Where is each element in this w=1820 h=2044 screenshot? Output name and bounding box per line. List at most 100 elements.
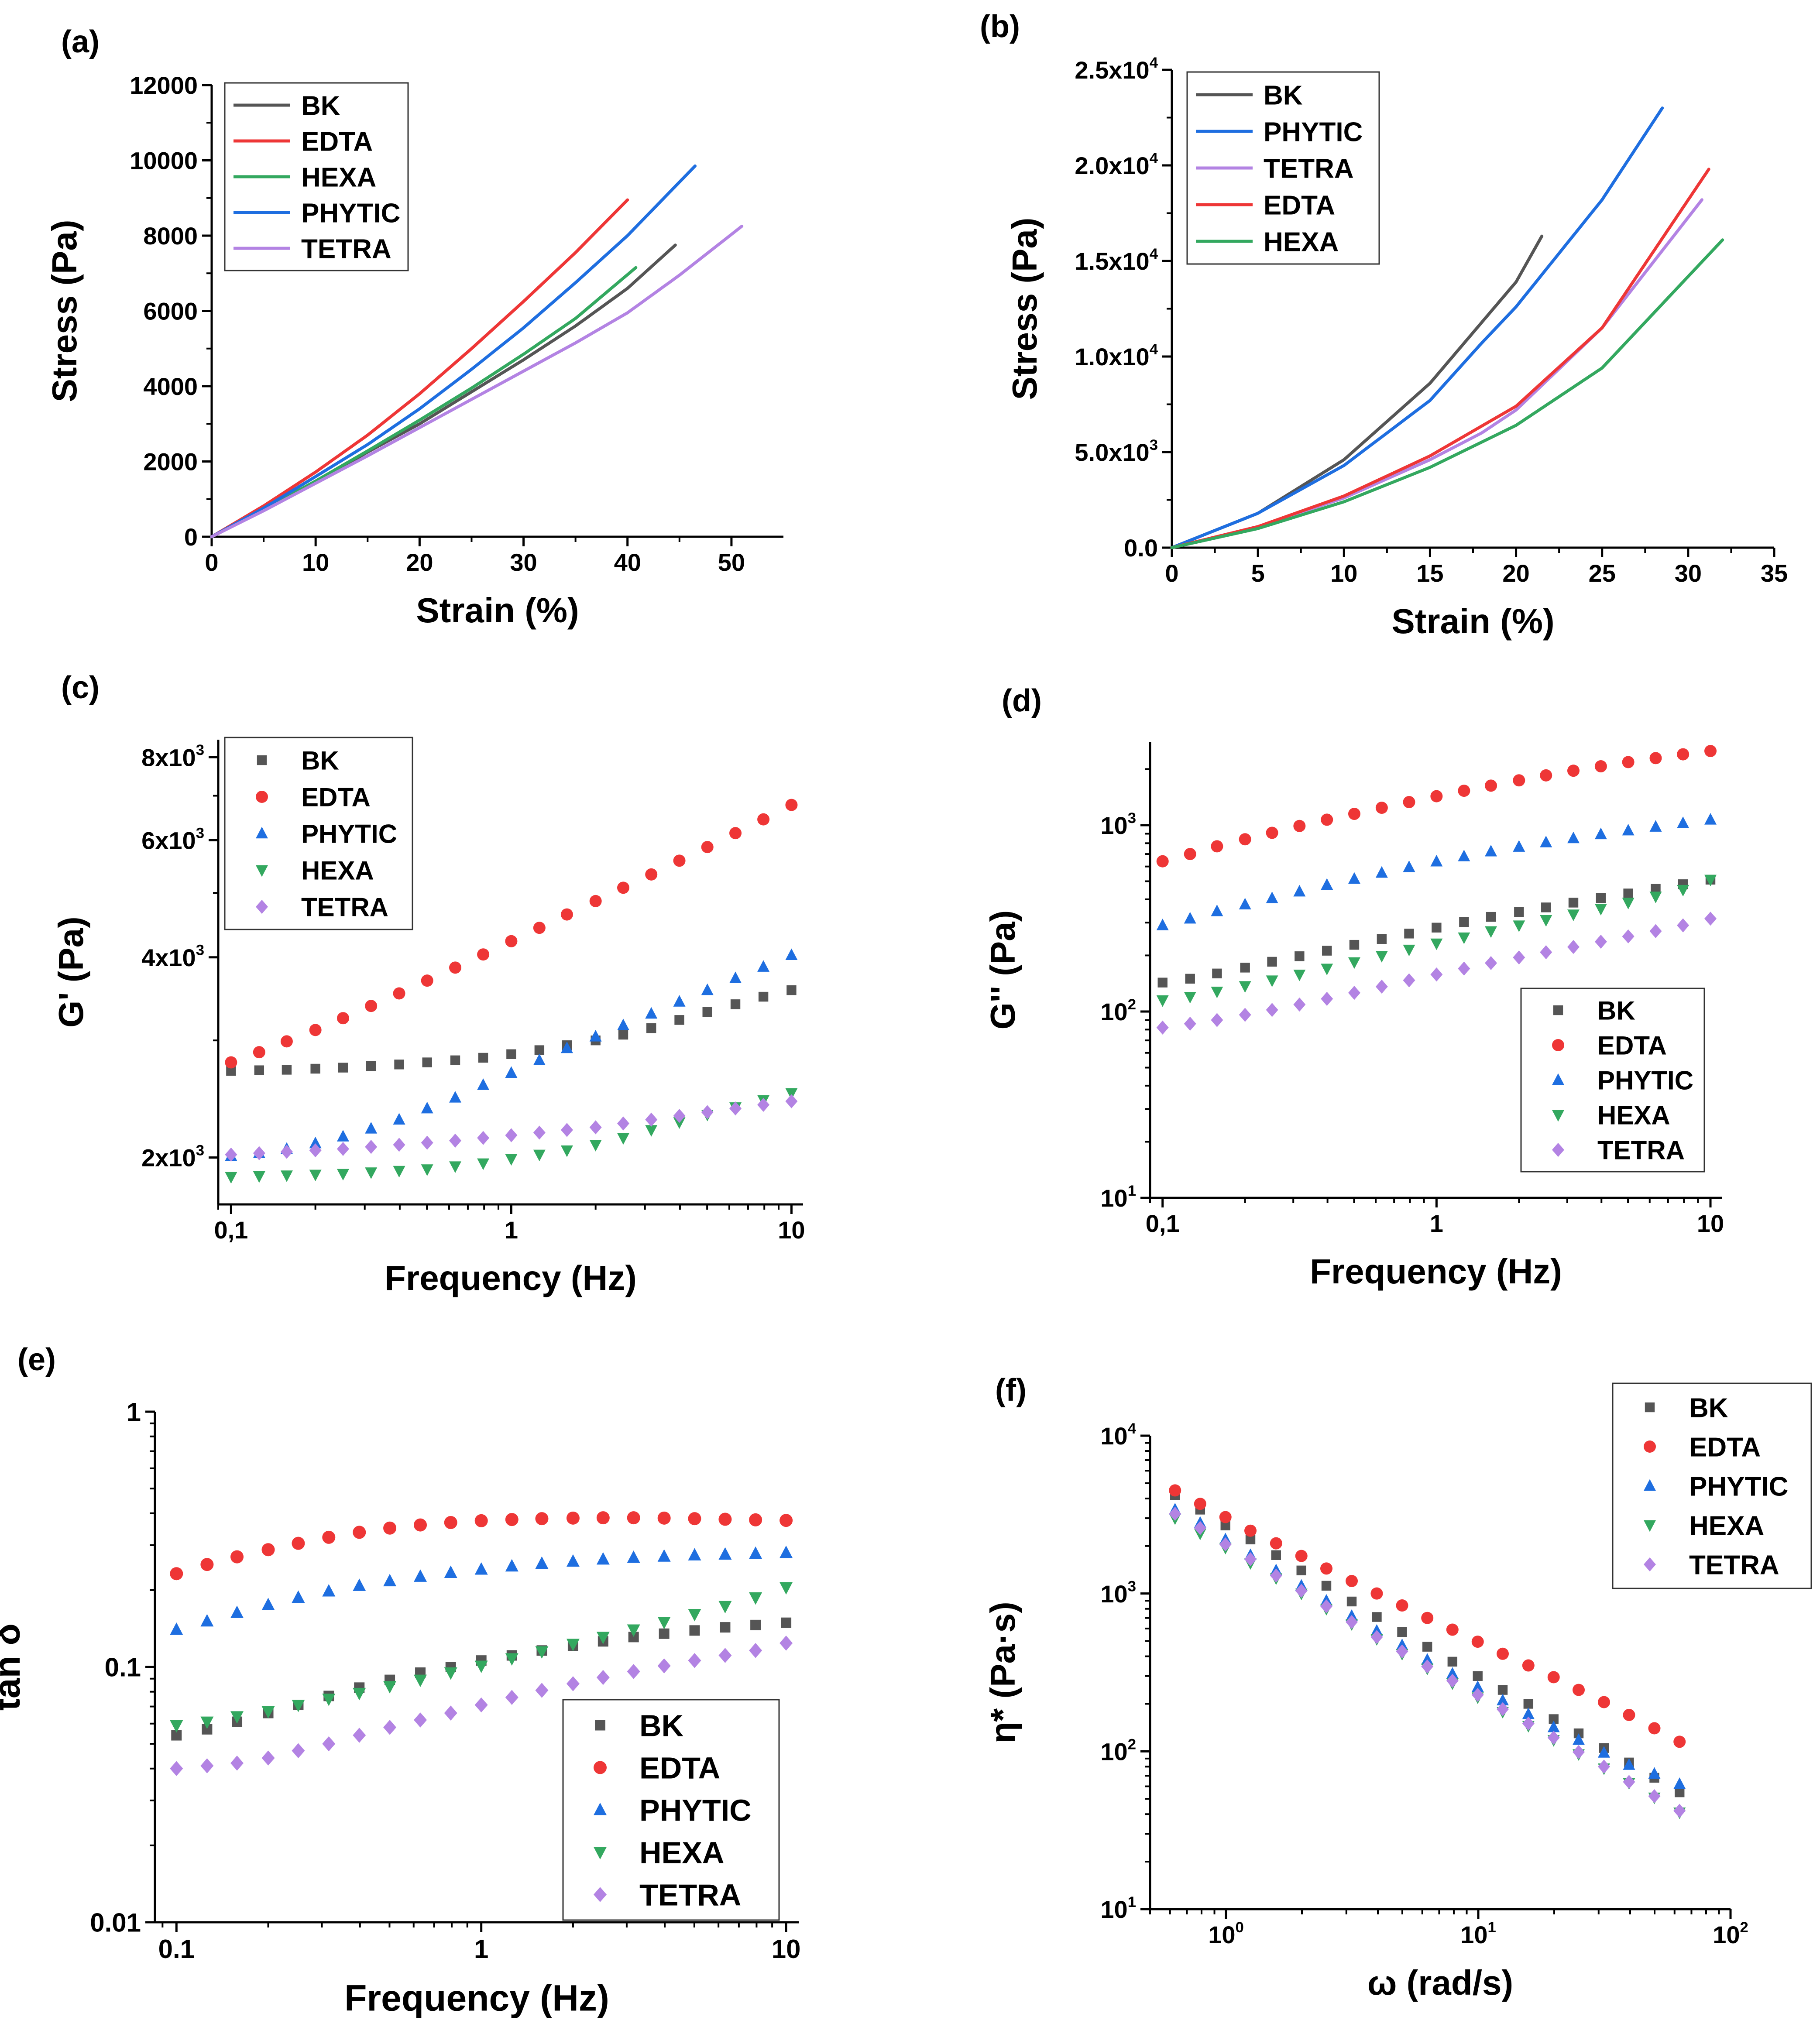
data-point-edta	[505, 1513, 519, 1526]
data-point-tetra	[1403, 973, 1415, 988]
data-point-phytic	[673, 995, 686, 1007]
data-point-tetra	[1704, 912, 1717, 926]
legend-marker-hexa	[1552, 1110, 1564, 1122]
data-point-edta	[1421, 1612, 1434, 1624]
data-point-hexa	[170, 1720, 183, 1733]
data-point-phytic	[1430, 854, 1443, 867]
data-point-phytic	[657, 1549, 671, 1562]
data-point-hexa	[627, 1624, 640, 1637]
y-tick-label: 104	[1100, 1420, 1136, 1450]
data-point-tetra	[1497, 1702, 1509, 1716]
data-point-edta	[1648, 1722, 1661, 1735]
data-point-hexa	[1239, 981, 1251, 993]
panel-label-e: (e)	[17, 1342, 56, 1377]
data-point-tetra	[383, 1720, 397, 1735]
legend-marker-bk	[257, 755, 267, 765]
data-point-edta	[1370, 1587, 1383, 1600]
data-point-edta	[1594, 760, 1607, 773]
data-point-edta	[1540, 769, 1552, 782]
y-tick-label-exponent: 3	[196, 825, 204, 841]
data-point-edta	[718, 1512, 732, 1526]
y-tick-label-mantissa: 1	[127, 1398, 141, 1427]
y-tick-label-exponent: 4	[1150, 150, 1158, 167]
data-point-edta	[1321, 813, 1333, 826]
y-tick-label-mantissa: 8x10	[141, 744, 196, 771]
data-point-bk	[1212, 968, 1222, 979]
data-point-edta	[1704, 745, 1717, 758]
series-line-tetra	[210, 224, 744, 538]
data-point-tetra	[1458, 961, 1470, 976]
data-point-phytic	[1649, 820, 1662, 832]
data-point-tetra	[566, 1676, 580, 1691]
data-point-hexa	[200, 1716, 214, 1729]
data-point-edta	[560, 908, 573, 921]
y-tick-label-exponent: 3	[1128, 1578, 1136, 1595]
legend-box	[1520, 988, 1705, 1173]
data-point-hexa	[230, 1711, 244, 1724]
x-tick-label-exponent: 1	[1487, 1919, 1496, 1936]
x-tick-label: 10	[1330, 559, 1357, 587]
data-point-phytic	[1321, 878, 1333, 890]
y-tick-label: 102	[1100, 1736, 1136, 1765]
data-point-phytic	[393, 1113, 405, 1125]
data-point-bk	[1377, 934, 1387, 944]
data-point-edta	[535, 1512, 549, 1526]
data-point-phytic	[1547, 1720, 1560, 1732]
data-point-bk	[1185, 974, 1195, 984]
data-point-phytic	[1421, 1653, 1434, 1665]
data-point-hexa	[393, 1166, 405, 1178]
data-point-tetra	[757, 1097, 770, 1112]
legend-label-edta: EDTA	[301, 127, 373, 157]
data-point-hexa	[449, 1161, 462, 1173]
data-point-edta	[353, 1526, 366, 1539]
x-tick-label: 20	[1502, 559, 1529, 587]
data-point-phytic	[617, 1019, 630, 1030]
data-point-hexa	[292, 1700, 305, 1712]
x-tick-label: 20	[406, 549, 433, 576]
y-tick-label-mantissa: 10	[1100, 1896, 1127, 1923]
data-point-bk	[1675, 1787, 1685, 1797]
data-point-tetra	[1320, 1599, 1333, 1614]
legend-label-hexa: HEXA	[1689, 1511, 1764, 1541]
data-point-tetra	[1623, 1775, 1635, 1789]
legend-marker-bk	[1553, 1005, 1563, 1015]
data-point-phytic	[1471, 1680, 1484, 1692]
data-point-phytic	[1348, 872, 1360, 884]
y-tick-label-mantissa: 2x10	[141, 1144, 196, 1172]
data-point-hexa	[253, 1171, 265, 1183]
y-tick-label-mantissa: 1.0x10	[1075, 343, 1149, 370]
y-tick-label-exponent: 3	[196, 742, 204, 758]
y-tick-label: 0	[184, 523, 198, 551]
legend-label-bk: BK	[1597, 996, 1635, 1025]
legend-marker-tetra	[1644, 1557, 1656, 1572]
data-point-tetra	[718, 1648, 732, 1663]
x-tick-label-mantissa: 10	[1460, 1921, 1487, 1948]
y-tick-label: 10000	[130, 147, 198, 175]
y-tick-label: 1.5x104	[1075, 246, 1158, 275]
x-axis-title: ω (rad/s)	[1367, 1963, 1513, 2002]
data-point-bk	[310, 1063, 320, 1074]
data-point-tetra	[322, 1736, 336, 1752]
data-point-phytic	[688, 1548, 701, 1560]
data-point-hexa	[421, 1164, 433, 1176]
data-point-edta	[421, 974, 433, 987]
data-point-edta	[1485, 779, 1497, 792]
data-point-edta	[1673, 1735, 1686, 1748]
data-point-hexa	[1622, 898, 1635, 909]
data-point-edta	[533, 922, 546, 934]
data-point-phytic	[757, 960, 770, 972]
data-point-hexa	[444, 1667, 457, 1680]
data-point-edta	[1497, 1647, 1509, 1660]
data-point-edta	[1184, 848, 1196, 861]
data-point-edta	[627, 1511, 640, 1525]
x-tick-label: 25	[1589, 559, 1616, 587]
data-point-hexa	[1540, 915, 1552, 927]
legend-label-edta: EDTA	[1597, 1031, 1667, 1060]
data-point-phytic	[337, 1130, 349, 1142]
y-tick-label-mantissa: 5.0x10	[1075, 439, 1149, 466]
data-point-edta	[1293, 820, 1306, 832]
y-tick-label-mantissa: 10	[1100, 998, 1127, 1025]
data-point-tetra	[1446, 1674, 1459, 1688]
data-point-hexa	[1266, 975, 1278, 987]
panel-e: (e) 0.1 1 10 0.01 0.1 1 Frequency (Hz) tan δ BK ED…	[0, 1342, 800, 2018]
